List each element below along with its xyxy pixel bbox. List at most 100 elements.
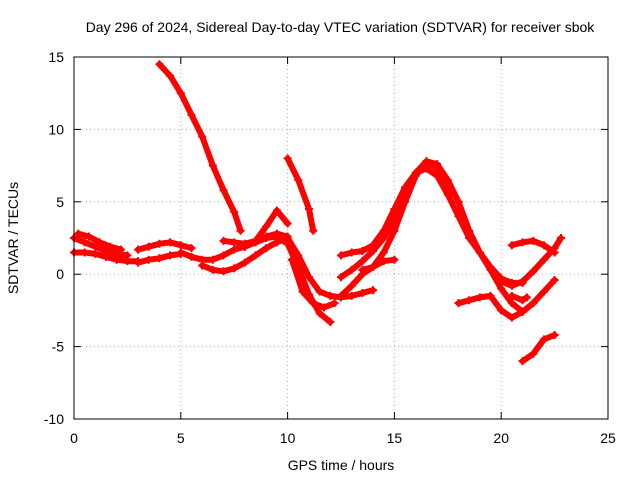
data-point — [518, 357, 527, 366]
data-point — [358, 265, 367, 274]
data-point — [475, 293, 484, 302]
data-point — [358, 289, 367, 298]
axis-ticks: 0 5 10 15 20 25 -10 -5 0 5 10 15 — [44, 49, 616, 446]
data-point — [230, 264, 239, 273]
data-point — [539, 255, 548, 264]
data-point — [91, 242, 100, 251]
x-tick-label: 10 — [280, 430, 296, 446]
data-point — [529, 349, 538, 358]
series-arc-21 — [518, 331, 559, 366]
x-tick-label: 5 — [177, 430, 185, 446]
data-point — [379, 248, 388, 257]
data-point — [433, 164, 442, 173]
data-point — [309, 299, 318, 308]
series-arc-2 — [70, 248, 143, 266]
data-point — [507, 299, 516, 308]
series-arc-15 — [337, 157, 463, 282]
data-point — [337, 251, 345, 260]
data-point — [84, 232, 93, 241]
data-point — [272, 238, 281, 247]
series-arc-3 — [74, 229, 125, 254]
data-point — [358, 257, 367, 266]
data-point — [230, 207, 239, 216]
data-point — [102, 252, 111, 261]
x-tick-label: 15 — [387, 430, 403, 446]
data-point — [155, 239, 164, 248]
data-point — [123, 257, 132, 266]
data-point — [326, 291, 335, 300]
series-arc-1 — [70, 234, 132, 260]
data-point — [236, 226, 245, 235]
series-line — [338, 158, 462, 281]
data-point — [219, 267, 228, 276]
data-point — [298, 287, 307, 296]
y-tick-label: 10 — [48, 121, 64, 137]
y-tick-label: 5 — [56, 194, 64, 210]
data-point — [155, 254, 164, 263]
data-point — [262, 244, 271, 253]
data-point — [80, 238, 89, 247]
series-arc-18 — [454, 291, 527, 322]
data-point — [198, 261, 207, 270]
series-arc-11 — [283, 154, 318, 235]
series-arc-16 — [358, 255, 399, 274]
data-point — [287, 255, 296, 264]
data-point — [134, 245, 143, 254]
data-point — [443, 178, 452, 187]
series-arc-12 — [287, 255, 339, 312]
series-line — [284, 155, 317, 234]
data-point — [176, 241, 185, 250]
data-point — [219, 186, 228, 195]
y-tick-label: 15 — [48, 49, 64, 65]
data-point — [550, 331, 559, 340]
data-point — [507, 281, 516, 290]
data-point — [550, 275, 559, 284]
data-point — [379, 234, 388, 242]
y-tick-label: 0 — [56, 266, 64, 282]
data-point — [116, 245, 125, 254]
series-line — [156, 61, 244, 234]
data-point — [187, 252, 196, 261]
data-point — [319, 303, 328, 312]
data-point — [422, 157, 431, 166]
data-point — [219, 251, 228, 260]
data-point — [550, 248, 559, 257]
data-point — [539, 335, 548, 344]
data-point — [390, 215, 399, 224]
data-point — [176, 89, 185, 98]
series-arc-6 — [155, 60, 245, 235]
data-point — [369, 262, 378, 271]
data-point — [454, 299, 463, 308]
data-point — [529, 267, 538, 276]
data-point — [144, 255, 153, 264]
x-tick-label: 0 — [70, 430, 78, 446]
data-point — [294, 251, 303, 260]
series-arc-22 — [507, 291, 531, 305]
data-point — [272, 229, 281, 238]
data-point — [155, 60, 164, 69]
data-point — [347, 291, 356, 300]
data-point — [369, 247, 378, 256]
data-point — [240, 258, 249, 267]
data-point — [283, 232, 292, 241]
data-point — [251, 236, 260, 245]
data-point — [347, 281, 356, 290]
data-point — [465, 234, 474, 242]
data-point — [330, 299, 339, 308]
data-point — [401, 190, 410, 199]
data-point — [518, 277, 527, 286]
data-point — [134, 258, 143, 267]
data-point — [166, 71, 175, 80]
chart-title: Day 296 of 2024, Sidereal Day-to-day VTE… — [86, 19, 596, 35]
data-point — [326, 317, 335, 326]
data-point — [144, 242, 153, 251]
data-point — [347, 265, 356, 274]
data-point — [347, 248, 356, 257]
data-point — [411, 168, 420, 177]
data-point — [390, 255, 399, 264]
data-point — [497, 284, 506, 293]
data-point — [557, 234, 566, 242]
data-point — [283, 154, 292, 163]
data-point — [475, 248, 484, 257]
